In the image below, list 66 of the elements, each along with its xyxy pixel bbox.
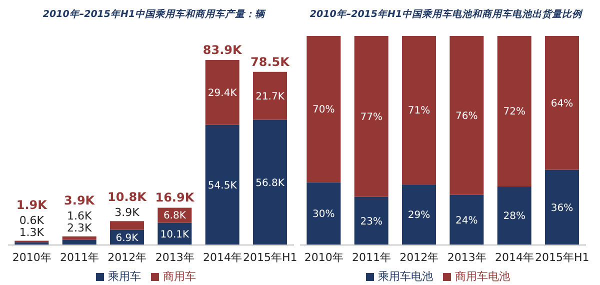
data-label: 6.9K <box>116 232 139 244</box>
data-label: 3.9K <box>114 206 140 220</box>
data-label: 29.4K <box>208 88 238 99</box>
total-label: 3.9K <box>64 193 96 208</box>
data-label: 56.8K <box>256 178 285 189</box>
data-label: 10.1K <box>160 229 190 240</box>
x-tick-label: 2013年 <box>447 250 486 264</box>
bar <box>545 36 580 170</box>
chart-title: 2010年–2015年H1中国乘用车电池和商用车电池出货量比例 <box>308 8 584 22</box>
data-label: 36% <box>550 202 574 214</box>
x-tick-label: 2011年 <box>60 250 99 264</box>
x-tick-label: 2010年 <box>304 250 344 264</box>
x-tick-label: 2015年H1 <box>535 250 590 264</box>
bar <box>205 60 240 125</box>
bar <box>62 236 96 240</box>
bar <box>497 36 532 186</box>
bar <box>450 36 484 195</box>
x-tick-label: 2010年 <box>12 250 52 264</box>
data-label: 70% <box>312 104 335 116</box>
total-label: 83.9K <box>202 43 242 57</box>
x-tick-label: 2011年 <box>352 250 391 264</box>
legend-label: 乘用车 <box>108 270 141 283</box>
data-label: 77% <box>360 112 382 123</box>
x-tick-label: 2015年H1 <box>243 250 298 264</box>
data-label: 1.3K <box>19 226 45 239</box>
data-label: 29% <box>408 210 430 222</box>
x-tick-label: 2013年 <box>155 250 194 264</box>
data-label: 71% <box>408 106 430 117</box>
data-label: 0.6K <box>19 214 45 227</box>
data-label: 54.5K <box>208 180 238 192</box>
data-label: 24% <box>456 215 478 226</box>
bar <box>545 170 580 245</box>
x-tick-label: 2014年 <box>495 250 534 264</box>
data-label: 6.8K <box>163 210 186 222</box>
data-label: 1.6K <box>66 209 92 222</box>
bar <box>253 72 288 120</box>
legend-label: 商用车 <box>163 270 196 283</box>
data-label: 2.3K <box>66 221 92 234</box>
legend-label: 商用车电池 <box>455 270 510 283</box>
total-label: 16.9K <box>155 190 195 205</box>
data-label: 30% <box>312 209 335 220</box>
bar <box>354 36 388 197</box>
chart-title: 2010年–2015年H1中国乘用车和商用车产量：辆 <box>42 8 267 22</box>
bar <box>306 36 341 182</box>
x-tick-label: 2012年 <box>108 250 147 264</box>
bar <box>354 196 388 245</box>
bar <box>402 36 436 184</box>
bar <box>253 120 288 245</box>
data-label: 23% <box>360 216 382 228</box>
data-label: 28% <box>503 211 526 222</box>
bar <box>450 194 484 245</box>
total-label: 1.9K <box>16 198 48 212</box>
bar <box>110 221 144 230</box>
data-label: 64% <box>550 98 574 110</box>
legend-label: 乘用车电池 <box>378 270 433 283</box>
data-label: 76% <box>456 110 478 122</box>
x-tick-label: 2014年 <box>203 250 242 264</box>
bar <box>205 124 240 245</box>
bar <box>402 184 436 245</box>
x-tick-label: 2012年 <box>400 250 439 264</box>
bar <box>306 182 341 245</box>
total-label: 78.5K <box>250 54 290 69</box>
data-label: 72% <box>503 106 526 118</box>
total-label: 10.8K <box>108 190 148 204</box>
bar <box>497 186 532 245</box>
data-label: 21.7K <box>256 91 285 102</box>
